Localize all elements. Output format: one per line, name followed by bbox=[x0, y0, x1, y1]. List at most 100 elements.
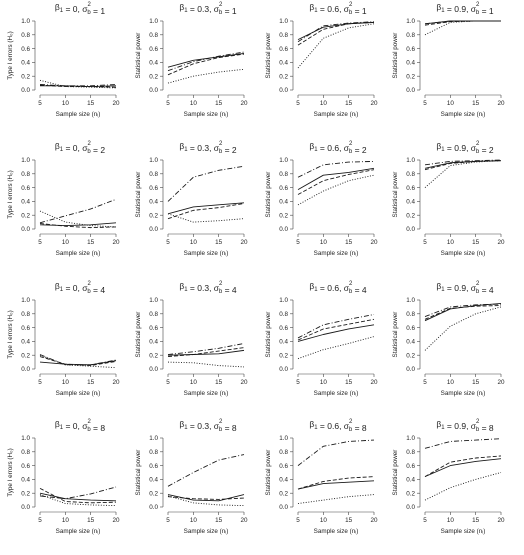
panel-title: β1 = 0.6, σ2 b = 2 bbox=[309, 141, 367, 155]
y-tick-label: 1.0 bbox=[279, 435, 288, 442]
y-tick-label: 0.8 bbox=[279, 171, 288, 178]
panel-title: β1 = 0.6, σ2 b = 1 bbox=[309, 2, 367, 16]
x-axis-label: Sample size (nᵢ) bbox=[441, 111, 486, 118]
y-tick-label: 0.6 bbox=[21, 46, 30, 53]
y-tick-label: 0.2 bbox=[149, 73, 158, 80]
y-tick-label: 0.0 bbox=[149, 87, 158, 94]
y-tick-label: 0.0 bbox=[21, 366, 30, 373]
series-dashdot bbox=[297, 439, 375, 466]
y-tick-label: 0.8 bbox=[21, 171, 30, 178]
panel-title: β1 = 0.9, σ2 b = 4 bbox=[436, 281, 494, 295]
y-axis-label: Statistical power bbox=[392, 450, 399, 496]
y-tick-label: 0.2 bbox=[279, 490, 288, 497]
series-dashed bbox=[39, 487, 117, 504]
y-tick-label: 0.0 bbox=[406, 87, 415, 94]
y-tick-label: 0.2 bbox=[279, 352, 288, 359]
y-axis-label: Statistical power bbox=[392, 172, 399, 218]
series-dotted bbox=[297, 174, 375, 206]
y-tick-label: 0.0 bbox=[406, 226, 415, 233]
y-tick-label: 0.8 bbox=[149, 449, 158, 456]
y-tick-label: 1.0 bbox=[21, 157, 30, 164]
x-tick-label: 15 bbox=[215, 239, 223, 246]
x-tick-label: 20 bbox=[112, 517, 120, 524]
panel-title: β1 = 0.9, σ2 b = 2 bbox=[436, 141, 494, 155]
x-axis-label: Sample size (nᵢ) bbox=[56, 390, 101, 397]
series-dashed bbox=[424, 160, 502, 171]
y-tick-label: 0.2 bbox=[406, 212, 415, 219]
x-tick-label: 5 bbox=[296, 517, 300, 524]
series-dashdot bbox=[297, 314, 375, 339]
series-dashdot bbox=[167, 51, 245, 72]
y-tick-label: 0.0 bbox=[406, 366, 415, 373]
y-tick-label: 1.0 bbox=[149, 297, 158, 304]
panel-r2-c1: β1 = 0, σ2 b = 2 0.0 0.2 0.4 0.6 0.8 1.0 5 10 15 20… bbox=[7, 141, 120, 257]
panel-r2-c2: β1 = 0.3, σ2 b = 2 0.0 0.2 0.4 0.6 0.8 1.0 5 10 15… bbox=[135, 141, 248, 257]
series-dotted bbox=[424, 472, 502, 501]
series-solid bbox=[167, 494, 245, 502]
series-dashdot bbox=[424, 20, 501, 25]
y-tick-label: 0.6 bbox=[279, 325, 288, 332]
series-dotted bbox=[424, 160, 502, 188]
x-tick-label: 10 bbox=[320, 379, 328, 386]
series-dashed bbox=[297, 476, 375, 490]
x-tick-label: 5 bbox=[423, 379, 427, 386]
y-tick-label: 0.6 bbox=[21, 325, 30, 332]
y-tick-label: 0.4 bbox=[279, 199, 288, 206]
series-solid bbox=[167, 52, 245, 68]
x-tick-label: 5 bbox=[423, 239, 427, 246]
series-dashdot bbox=[39, 354, 117, 366]
x-axis-label: Sample size (nᵢ) bbox=[314, 390, 359, 397]
panel-r1-c3: β1 = 0.6, σ2 b = 1 0.0 0.2 0.4 0.6 0.8 1.0 5 10 15… bbox=[265, 2, 378, 118]
x-tick-label: 20 bbox=[370, 100, 378, 107]
series-dashdot bbox=[39, 198, 117, 224]
y-tick-label: 1.0 bbox=[406, 297, 415, 304]
y-axis-label: Type I errors (H₀) bbox=[7, 31, 14, 79]
x-tick-label: 5 bbox=[166, 517, 170, 524]
y-tick-label: 1.0 bbox=[279, 157, 288, 164]
y-tick-label: 0.2 bbox=[406, 490, 415, 497]
x-axis-label: Sample size (nᵢ) bbox=[184, 111, 229, 118]
panel-title: β1 = 0.6, σ2 b = 4 bbox=[309, 281, 367, 295]
series-dashed bbox=[297, 21, 375, 46]
x-tick-label: 20 bbox=[370, 239, 378, 246]
panel-title: β1 = 0.3, σ2 b = 1 bbox=[179, 2, 237, 16]
y-axis-label: Statistical power bbox=[265, 172, 272, 218]
y-tick-label: 1.0 bbox=[406, 157, 415, 164]
series-dashed bbox=[297, 318, 375, 341]
y-tick-label: 0.2 bbox=[406, 73, 415, 80]
series-dashdot bbox=[297, 160, 375, 178]
x-tick-label: 20 bbox=[370, 379, 378, 386]
series-dashed bbox=[424, 305, 502, 320]
y-tick-label: 0.8 bbox=[21, 32, 30, 39]
x-tick-label: 20 bbox=[240, 239, 248, 246]
y-tick-label: 0.8 bbox=[149, 171, 158, 178]
y-tick-label: 0.0 bbox=[21, 504, 30, 511]
series-dotted bbox=[297, 336, 375, 360]
x-tick-label: 10 bbox=[320, 100, 328, 107]
x-axis-label: Sample size (nᵢ) bbox=[441, 528, 486, 535]
panel-r4-c2: β1 = 0.3, σ2 b = 8 0.0 0.2 0.4 0.6 0.8 1.0 5 10 15… bbox=[135, 419, 248, 535]
y-axis-label: Statistical power bbox=[135, 172, 142, 218]
series-dotted bbox=[424, 20, 501, 36]
y-axis-label: Statistical power bbox=[392, 33, 399, 79]
panel-r3-c1: β1 = 0, σ2 b = 4 0.0 0.2 0.4 0.6 0.8 1.0 5 10 15 20… bbox=[7, 281, 120, 397]
y-tick-label: 1.0 bbox=[406, 435, 415, 442]
y-tick-label: 0.4 bbox=[406, 199, 415, 206]
series-solid bbox=[167, 349, 245, 356]
series-dotted bbox=[167, 213, 245, 223]
x-tick-label: 15 bbox=[472, 100, 480, 107]
panel-r3-c3: β1 = 0.6, σ2 b = 4 0.0 0.2 0.4 0.6 0.8 1.0 5 10 15… bbox=[265, 281, 378, 397]
x-tick-label: 10 bbox=[62, 239, 70, 246]
panel-title: β1 = 0.3, σ2 b = 2 bbox=[179, 141, 237, 155]
y-tick-label: 0.0 bbox=[21, 226, 30, 233]
x-tick-label: 15 bbox=[87, 100, 95, 107]
y-tick-label: 0.6 bbox=[21, 463, 30, 470]
x-tick-label: 10 bbox=[447, 379, 455, 386]
y-tick-label: 0.2 bbox=[21, 490, 30, 497]
panel-title: β1 = 0.9, σ2 b = 8 bbox=[436, 419, 494, 433]
x-axis-label: Sample size (nᵢ) bbox=[184, 250, 229, 257]
y-tick-label: 0.8 bbox=[406, 171, 415, 178]
y-axis-label: Type I errors (H₀) bbox=[7, 448, 14, 496]
panel-title: β1 = 0.9, σ2 b = 1 bbox=[436, 2, 494, 16]
y-axis-label: Type I errors (H₀) bbox=[7, 170, 14, 218]
